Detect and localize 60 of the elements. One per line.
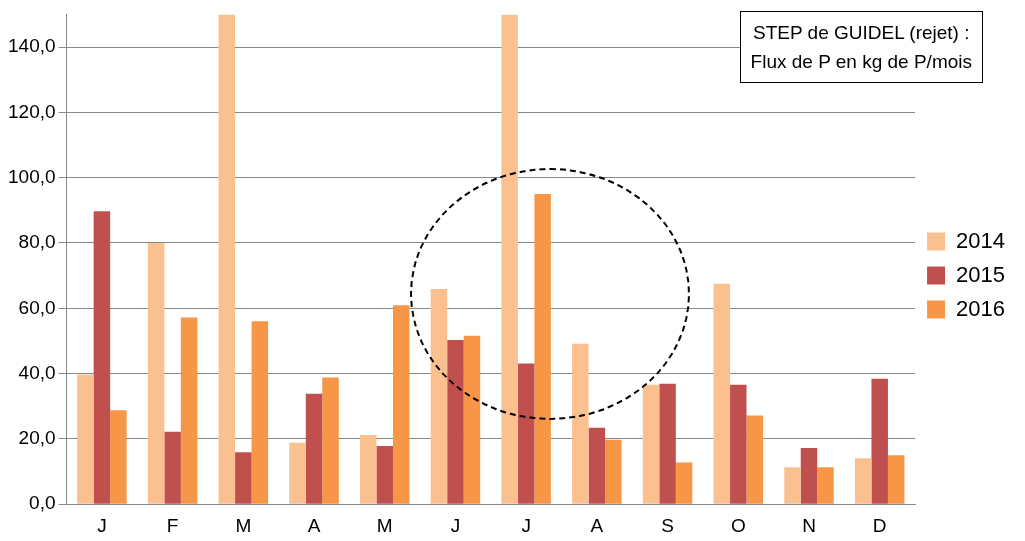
bar (110, 410, 127, 504)
bar (463, 335, 481, 504)
y-tick-label: 0,0 (29, 492, 56, 514)
bar (534, 193, 551, 504)
bar (605, 439, 622, 504)
text: STEP de GUIDEL (rejet) : Flux de P en kg de P/mois (739, 11, 983, 83)
bar (800, 448, 818, 504)
bar (659, 383, 676, 504)
y-tick-label: 60,0 (18, 296, 56, 318)
bar (642, 384, 660, 504)
x-tick-label: S (661, 514, 674, 536)
bar (359, 434, 377, 504)
bar (289, 442, 306, 504)
bar (517, 363, 535, 504)
x-tick-label: J (97, 514, 107, 536)
bar (305, 393, 323, 504)
x-tick-label: N (802, 514, 816, 536)
bar (746, 415, 764, 504)
bar (218, 14, 236, 504)
x-tick-label: J (450, 514, 461, 536)
bar (147, 242, 165, 504)
y-tick-label: 20,0 (18, 427, 56, 449)
bar (164, 431, 181, 504)
y-tick-label: 140,0 (8, 35, 56, 57)
bar (376, 446, 393, 504)
bar (675, 462, 693, 504)
bar (854, 458, 872, 504)
bar (784, 467, 801, 504)
bar (430, 289, 448, 504)
bar (713, 283, 731, 504)
bar (817, 467, 834, 504)
x-tick-label: F (166, 514, 179, 536)
bar (251, 321, 269, 504)
bar (501, 14, 518, 504)
bar (180, 317, 198, 504)
legend-label: 2015 (956, 261, 1006, 287)
bar (77, 374, 94, 504)
bar (730, 384, 747, 504)
bar (447, 339, 464, 504)
bar (322, 377, 339, 504)
x-tick-label: A (307, 514, 321, 536)
y-tick-label: 100,0 (8, 165, 56, 187)
bar (235, 452, 252, 504)
x-tick-label: J (521, 514, 531, 536)
x-tick-label: M (376, 514, 393, 536)
y-tick-label: 120,0 (8, 100, 56, 122)
bar (392, 305, 410, 504)
bar (93, 211, 111, 504)
y-tick-label: 80,0 (18, 231, 56, 253)
bar (887, 455, 905, 504)
x-tick-label: O (730, 514, 746, 536)
y-tick-label: 40,0 (18, 361, 56, 383)
bar (572, 343, 589, 504)
x-tick-label: A (590, 514, 604, 536)
bar (588, 427, 606, 504)
x-tick-label: D (872, 514, 887, 536)
x-tick-label: M (235, 514, 252, 536)
legend-label: 2016 (956, 295, 1006, 321)
bar (871, 378, 888, 504)
legend-label: 2014 (956, 227, 1006, 253)
